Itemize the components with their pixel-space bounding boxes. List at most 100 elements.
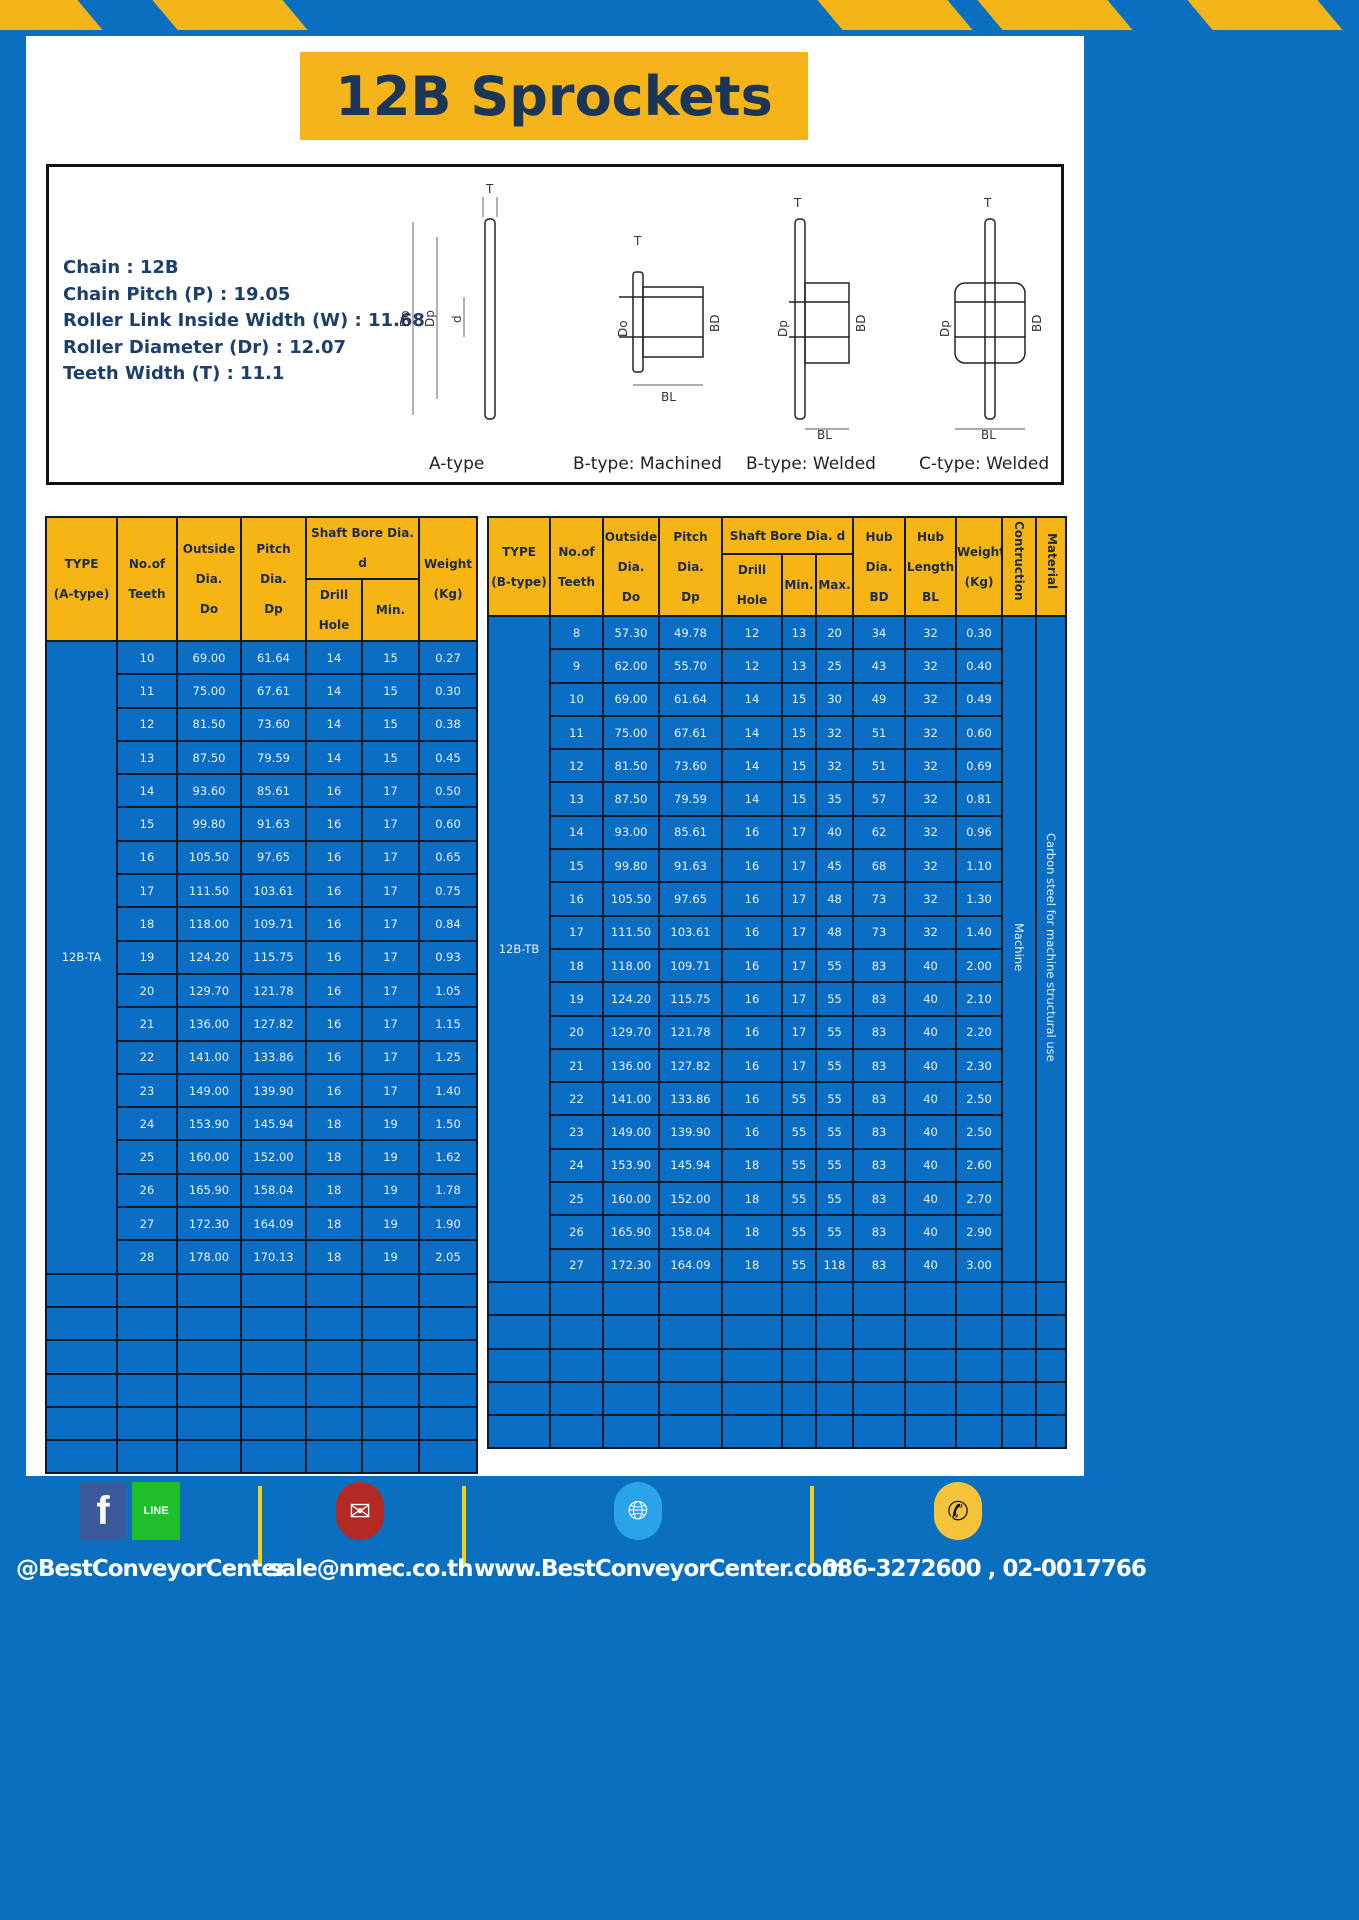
col-weight: Weight (Kg) — [418, 516, 479, 642]
cell-teeth: 13 — [549, 781, 604, 817]
empty-row — [487, 1380, 1068, 1417]
empty-cell — [116, 1405, 178, 1442]
cell-outside-dia: 124.20 — [176, 939, 242, 975]
table-row: 12 81.50 73.60 14 15 0.38 — [46, 706, 479, 742]
cell-hub-dia: 83 — [852, 981, 907, 1017]
cell-pitch-dia: 73.60 — [240, 706, 307, 742]
phone-icon[interactable]: ✆ — [934, 1482, 982, 1540]
empty-cell — [176, 1339, 242, 1375]
cell-pitch-dia: 109.71 — [240, 906, 307, 942]
cell-teeth: 28 — [116, 1239, 178, 1275]
cell-pitch-dia: 67.61 — [240, 673, 307, 709]
cell-min: 17 — [360, 773, 421, 809]
email-link[interactable]: sale@nmec.co.th — [268, 1556, 474, 1582]
table-row: 14 93.60 85.61 16 17 0.50 — [46, 773, 479, 809]
cell-teeth: 25 — [116, 1139, 178, 1175]
cell-max: 55 — [814, 1114, 855, 1150]
empty-cell — [176, 1305, 242, 1342]
empty-cell — [658, 1314, 723, 1350]
cell-outside-dia: 165.90 — [176, 1172, 242, 1209]
table-row: 27 172.30 164.09 18 55 118 83 40 3.00 — [488, 1247, 1066, 1283]
cell-max: 55 — [814, 1047, 855, 1084]
social-handle[interactable]: @BestConveyorCenter — [16, 1556, 287, 1582]
email-icon[interactable]: ✉ — [336, 1482, 384, 1540]
globe-icon[interactable]: 🌐︎ — [614, 1482, 662, 1540]
empty-cell — [721, 1347, 783, 1383]
cell-pitch-dia: 133.86 — [240, 1039, 307, 1075]
empty-cell — [305, 1405, 363, 1442]
cell-drill-hole: 14 — [721, 681, 783, 717]
cell-min: 17 — [781, 981, 817, 1017]
cell-outside-dia: 160.00 — [176, 1139, 242, 1175]
empty-cell — [602, 1414, 660, 1450]
cell-weight: 1.50 — [418, 1106, 479, 1142]
cell-max: 55 — [814, 1214, 855, 1250]
cell-drill-hole: 18 — [305, 1106, 363, 1142]
empty-cell — [45, 1272, 118, 1308]
empty-cell — [418, 1372, 479, 1408]
cell-min: 55 — [781, 1114, 817, 1150]
cell-outside-dia: 172.30 — [176, 1206, 242, 1242]
cell-hub-length: 40 — [904, 1047, 958, 1084]
cell-hub-dia: 73 — [852, 881, 907, 917]
empty-cell — [549, 1380, 604, 1417]
cell-pitch-dia: 145.94 — [658, 1147, 723, 1184]
empty-cell — [721, 1380, 783, 1417]
cell-hub-length: 40 — [904, 1247, 958, 1283]
cell-max: 55 — [814, 1147, 855, 1184]
cell-pitch-dia: 61.64 — [240, 639, 307, 676]
cell-min: 55 — [781, 1214, 817, 1250]
cell-outside-dia: 178.00 — [176, 1239, 242, 1275]
empty-cell — [904, 1380, 958, 1417]
dim-dp-bw: Dp — [776, 320, 790, 337]
dim-t-c: T — [983, 196, 992, 210]
table-row: 15 99.80 91.63 16 17 0.60 — [46, 806, 479, 842]
cell-weight: 2.05 — [418, 1239, 479, 1275]
cell-drill-hole: 16 — [305, 873, 363, 909]
cell-teeth: 22 — [116, 1039, 178, 1075]
cell-teeth: 15 — [549, 848, 604, 884]
cell-weight: 0.45 — [418, 739, 479, 776]
cell-weight: 0.27 — [418, 639, 479, 676]
empty-cell — [904, 1414, 958, 1450]
empty-row — [45, 1272, 479, 1308]
cell-hub-length: 32 — [904, 748, 958, 784]
cell-weight: 0.69 — [955, 748, 1004, 784]
cell-teeth: 22 — [549, 1081, 604, 1117]
col-teeth: No.of Teeth — [116, 516, 178, 642]
empty-cell — [240, 1405, 307, 1442]
cell-pitch-dia: 158.04 — [240, 1172, 307, 1209]
facebook-icon[interactable]: f — [80, 1482, 126, 1540]
empty-cell — [116, 1305, 178, 1342]
cell-hub-length: 40 — [904, 981, 958, 1017]
empty-cell — [781, 1347, 817, 1383]
empty-cell — [305, 1272, 363, 1308]
table-row: 21 136.00 127.82 16 17 55 83 40 2.30 — [488, 1047, 1066, 1084]
phone-numbers[interactable]: 086-3272600 , 02-0017766 — [822, 1556, 1147, 1582]
cell-drill-hole: 14 — [305, 673, 363, 709]
cell-weight: 0.81 — [955, 781, 1004, 817]
cell-pitch-dia: 164.09 — [658, 1247, 723, 1283]
cell-weight: 0.65 — [418, 839, 479, 876]
cell-pitch-dia: 145.94 — [240, 1106, 307, 1142]
website-link[interactable]: www.BestConveyorCenter.com — [474, 1556, 845, 1582]
cell-drill-hole: 18 — [305, 1172, 363, 1209]
col-drill-hole: Drill Hole — [305, 578, 363, 642]
cell-outside-dia: 111.50 — [602, 914, 660, 950]
cell-hub-dia: 83 — [852, 1214, 907, 1250]
empty-cell — [240, 1372, 307, 1408]
empty-cell — [176, 1439, 242, 1475]
cell-pitch-dia: 121.78 — [658, 1014, 723, 1050]
spec-chain: Chain : 12B — [63, 257, 179, 278]
cell-drill-hole: 16 — [305, 1039, 363, 1075]
cell-min: 17 — [781, 814, 817, 851]
cell-pitch-dia: 97.65 — [240, 839, 307, 876]
empty-cell — [1035, 1314, 1068, 1350]
cell-teeth: 18 — [116, 906, 178, 942]
cell-pitch-dia: 115.75 — [240, 939, 307, 975]
cell-min: 19 — [360, 1139, 421, 1175]
line-icon[interactable]: LINE — [132, 1482, 180, 1540]
cell-hub-dia: 83 — [852, 1247, 907, 1283]
dim-do-a: Do — [398, 310, 412, 327]
cell-min: 19 — [360, 1106, 421, 1142]
